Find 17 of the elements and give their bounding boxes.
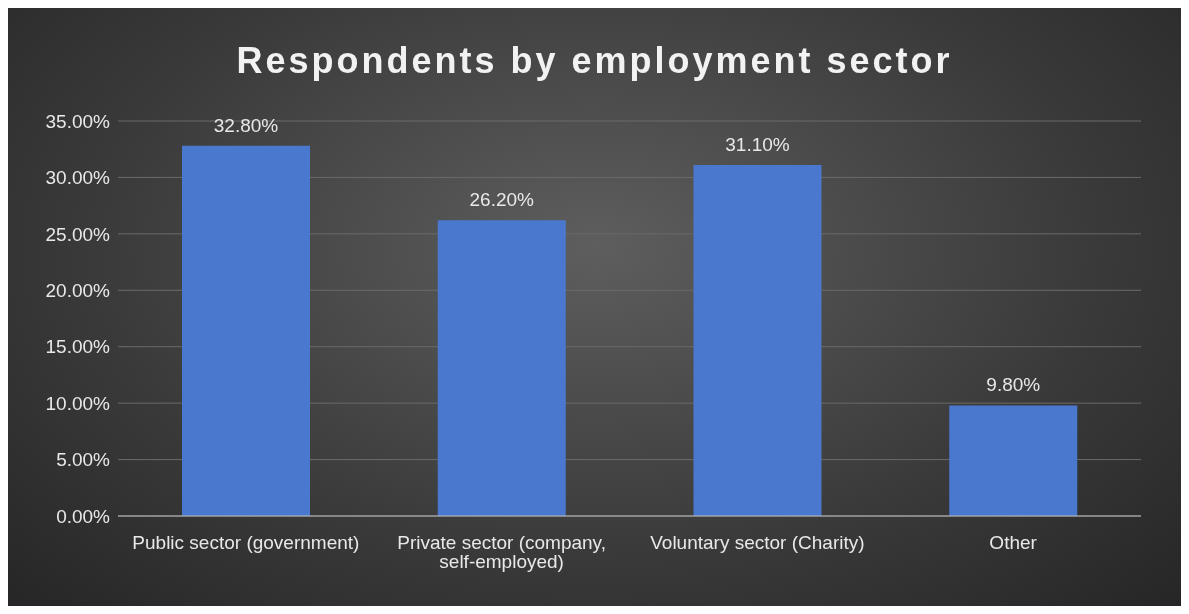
y-tick-label: 35.00%: [45, 110, 111, 132]
y-tick-label: 25.00%: [45, 223, 111, 245]
y-tick-label: 0.00%: [56, 505, 111, 527]
x-tick-label: Voluntary sector (Charity): [650, 532, 865, 554]
data-label: 26.20%: [469, 189, 535, 211]
x-tick-label: Public sector (government): [132, 532, 360, 554]
data-label: 9.80%: [986, 374, 1041, 396]
y-tick-label: 30.00%: [45, 167, 111, 189]
y-tick-label: 5.00%: [56, 449, 111, 471]
y-tick-label: 15.00%: [45, 336, 111, 358]
y-tick-label: 20.00%: [45, 280, 111, 302]
data-label: 32.80%: [213, 114, 279, 136]
data-label: 31.10%: [725, 134, 790, 156]
x-tick-label: Private sector (company, self-employed): [397, 532, 606, 573]
y-tick-label: 10.00%: [45, 392, 111, 414]
chart-title: Respondents by employment sector: [235, 40, 954, 82]
x-tick-label: Other: [989, 532, 1038, 554]
